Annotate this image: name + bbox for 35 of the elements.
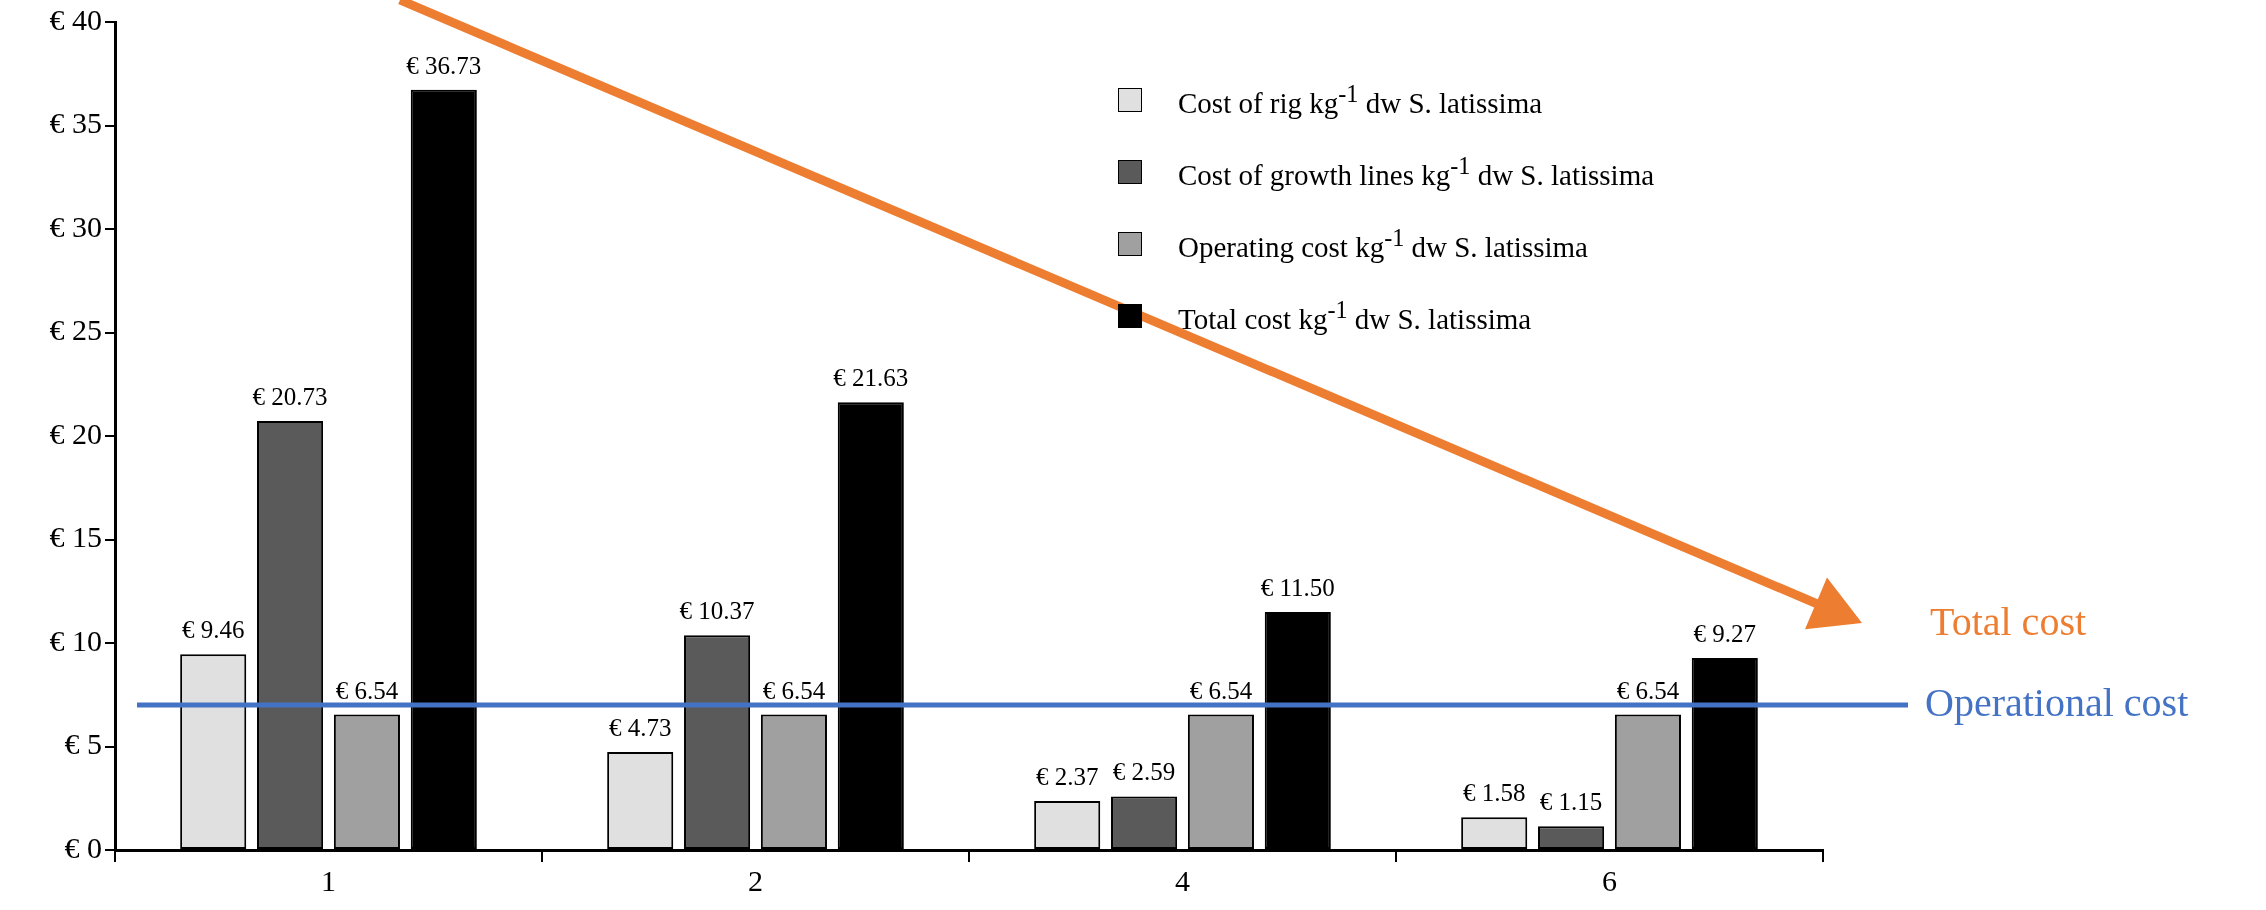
data-label: € 36.73 [406,51,482,79]
data-label: € 6.54 [1616,676,1680,704]
ref-line-label: Operational cost [1925,679,2189,725]
y-tick-label: € 0 [64,830,102,864]
data-label: € 6.54 [335,676,399,704]
data-label: € 1.15 [1539,788,1603,816]
data-label: € 10.37 [679,597,755,625]
y-tick-label: € 40 [49,2,102,36]
y-tick-label: € 15 [49,520,102,554]
legend-label: Operating cost kg$^{-1}$ dw S. latissima [1178,224,1588,264]
data-label: € 21.63 [833,364,909,392]
text: Total cost [1930,598,2087,645]
data-label: € 2.37 [1035,763,1099,790]
y-tick-label: € 10 [49,623,102,657]
legend-label: Cost of growth lines kg$^{-1}$ dw S. latissima [1178,152,1655,192]
data-label: € 9.27 [1693,620,1757,648]
data-label: € 2.59 [1112,758,1176,786]
data-label: € 20.73 [252,382,328,410]
y-tick-label: € 25 [49,313,102,347]
x-tick-label: 2 [748,863,763,897]
y-tick-label: € 20 [49,416,102,450]
legend-label: Cost of rig kg$^{-1}$ dw S. latissima [1178,80,1543,120]
y-tick-label: € 5 [64,727,102,761]
data-label: € 4.73 [608,714,672,742]
legend-label: Total cost kg$^{-1}$ dw S. latissima [1178,296,1532,336]
x-tick-label: 6 [1602,863,1617,897]
data-label: € 11.50 [1260,574,1335,602]
data-label: € 9.46 [181,616,245,644]
x-tick-label: 4 [1175,863,1190,897]
data-label: € 6.54 [762,676,826,704]
data-label: € 1.58 [1462,779,1526,807]
y-tick-label: € 35 [49,106,102,140]
y-tick-label: € 30 [49,209,102,243]
data-label: € 6.54 [1189,676,1253,704]
x-tick-label: 1 [321,863,336,897]
